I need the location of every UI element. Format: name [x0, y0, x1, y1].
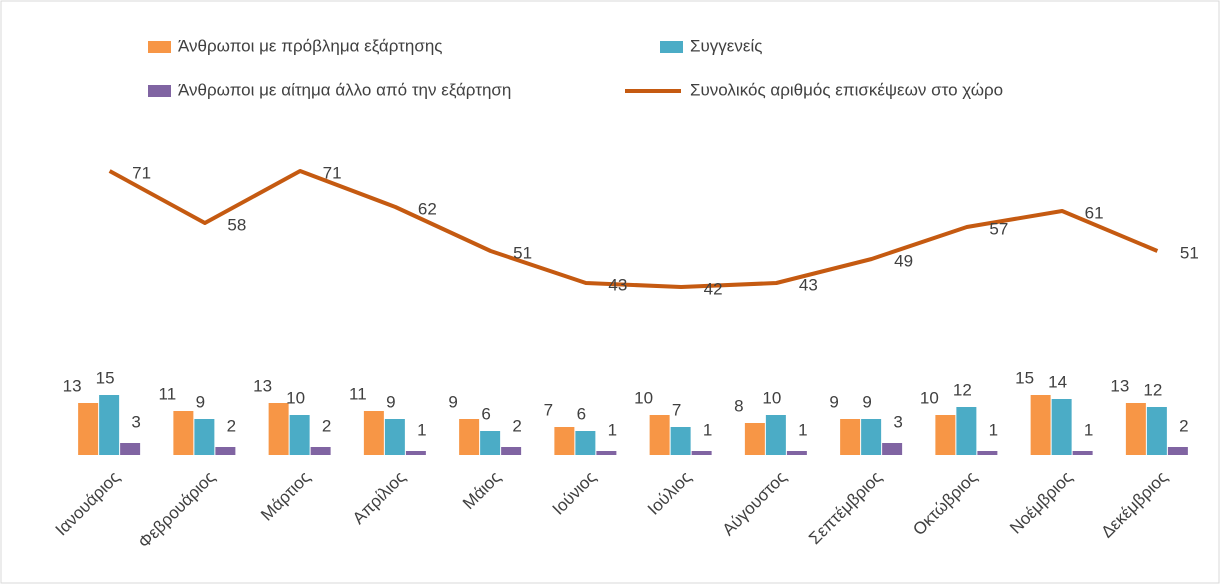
- data-label: 42: [704, 279, 723, 298]
- data-label: 58: [227, 215, 246, 234]
- bar: [99, 395, 120, 455]
- data-label: 2: [322, 416, 331, 435]
- legend-label: Συγγενείς: [690, 36, 762, 55]
- data-label: 9: [862, 392, 871, 411]
- bar: [554, 427, 575, 455]
- data-label: 2: [1179, 416, 1188, 435]
- bar: [268, 403, 289, 455]
- legend-swatch: [148, 85, 171, 97]
- bar: [310, 447, 331, 455]
- data-label: 11: [349, 384, 367, 403]
- data-label: 2: [227, 416, 236, 435]
- data-label: 14: [1048, 372, 1067, 391]
- bar: [575, 431, 596, 455]
- bar: [480, 431, 501, 455]
- data-label: 57: [989, 219, 1008, 238]
- legend-swatch: [148, 41, 171, 53]
- bar: [744, 423, 765, 455]
- data-label: 13: [1110, 376, 1129, 395]
- bar: [1030, 395, 1051, 455]
- data-label: 10: [286, 388, 305, 407]
- bar: [786, 451, 807, 455]
- data-label: 15: [1015, 368, 1034, 387]
- line: [108, 169, 1159, 289]
- data-label: 3: [131, 412, 140, 431]
- bar: [194, 419, 215, 455]
- data-label: 9: [386, 392, 395, 411]
- data-label: 13: [63, 376, 82, 395]
- data-label: 3: [893, 412, 902, 431]
- bar: [765, 415, 786, 455]
- bar: [501, 447, 522, 455]
- legend-label: Συνολικός αριθμός επισκέψεων στο χώρο: [690, 80, 1003, 99]
- bar: [977, 451, 998, 455]
- legend-swatch: [660, 41, 683, 53]
- data-label: 1: [608, 420, 617, 439]
- bar: [1146, 407, 1167, 455]
- bar: [1072, 451, 1093, 455]
- data-label: 12: [1143, 380, 1162, 399]
- bar: [384, 419, 405, 455]
- data-label: 1: [703, 420, 712, 439]
- data-label: 9: [196, 392, 205, 411]
- bar: [1051, 399, 1072, 455]
- data-label: 49: [894, 251, 913, 270]
- bar: [405, 451, 426, 455]
- data-label: 6: [481, 404, 490, 423]
- bar: [78, 403, 99, 455]
- data-label: 1: [1084, 420, 1093, 439]
- data-label: 7: [672, 400, 681, 419]
- bar: [120, 443, 141, 455]
- bar: [459, 419, 480, 455]
- bar: [882, 443, 903, 455]
- bar: [1125, 403, 1146, 455]
- bar: [215, 447, 236, 455]
- legend-label: Άνθρωποι με αίτημα άλλο από την εξάρτηση: [178, 80, 511, 99]
- data-label: 1: [417, 420, 426, 439]
- data-label: 9: [829, 392, 838, 411]
- data-label: 10: [920, 388, 939, 407]
- bar: [173, 411, 194, 455]
- bar: [956, 407, 977, 455]
- data-label: 71: [323, 163, 342, 182]
- data-label: 9: [448, 392, 457, 411]
- bar: [1167, 447, 1188, 455]
- bar: [596, 451, 617, 455]
- data-label: 10: [634, 388, 653, 407]
- data-label: 12: [953, 380, 972, 399]
- data-label: 10: [762, 388, 781, 407]
- legend-label: Άνθρωποι με πρόβλημα εξάρτησης: [178, 36, 442, 55]
- data-label: 15: [96, 368, 115, 387]
- data-label: 51: [513, 243, 532, 262]
- data-label: 1: [798, 420, 807, 439]
- bar: [363, 411, 384, 455]
- bar: [649, 415, 670, 455]
- data-label: 6: [577, 404, 586, 423]
- bar: [861, 419, 882, 455]
- data-label: 8: [734, 396, 743, 415]
- data-label: 7: [544, 400, 553, 419]
- data-label: 51: [1180, 243, 1199, 262]
- data-label: 11: [159, 384, 177, 403]
- data-label: 62: [418, 199, 437, 218]
- data-label: 43: [799, 275, 818, 294]
- bar: [691, 451, 712, 455]
- data-label: 2: [512, 416, 521, 435]
- bar: [840, 419, 861, 455]
- bar: [670, 427, 691, 455]
- bar: [289, 415, 310, 455]
- data-label: 13: [253, 376, 272, 395]
- data-label: 43: [608, 275, 627, 294]
- bar: [935, 415, 956, 455]
- data-label: 1: [989, 420, 998, 439]
- data-label: 71: [132, 163, 151, 182]
- data-label: 61: [1085, 203, 1104, 222]
